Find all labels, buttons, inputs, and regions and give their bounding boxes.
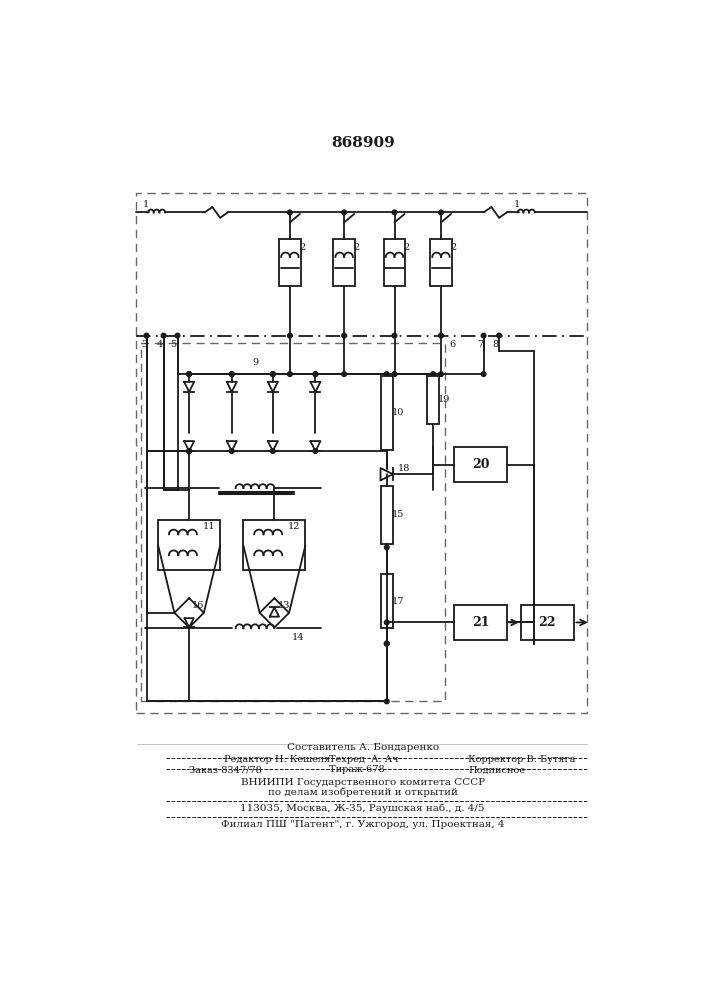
Bar [380,574,393,628]
Text: 16: 16 [192,601,204,610]
Text: 11: 11 [203,522,216,531]
Text: 9: 9 [252,358,258,367]
Text: Тираж 678: Тираж 678 [329,765,384,774]
Bar [521,605,573,640]
Text: 13: 13 [277,601,290,610]
Circle shape [341,210,346,215]
Circle shape [438,333,443,338]
Text: Редактор Н. Кешеля: Редактор Н. Кешеля [224,755,330,764]
Bar [333,239,355,286]
Circle shape [187,372,192,376]
Text: Корректор В. Бутяга: Корректор В. Бутяга [468,755,575,764]
Circle shape [341,333,346,338]
Circle shape [230,372,234,376]
Text: 21: 21 [472,616,489,629]
Text: 14: 14 [291,633,304,642]
Text: 18: 18 [397,464,410,473]
Text: 2: 2 [299,243,305,252]
Circle shape [288,372,292,376]
Text: Заказ 8347/78: Заказ 8347/78 [189,765,262,774]
Circle shape [271,449,275,453]
Circle shape [481,372,486,376]
Circle shape [288,333,292,338]
Bar [427,376,440,424]
Bar [454,447,507,482]
Circle shape [385,641,389,646]
Circle shape [230,372,234,376]
Circle shape [385,545,389,550]
Circle shape [271,372,275,376]
Bar [279,239,300,286]
Text: 19: 19 [438,395,450,404]
Bar [454,605,507,640]
Text: 8: 8 [492,340,498,349]
Text: 2: 2 [354,243,360,252]
Text: 2: 2 [450,243,457,252]
Circle shape [385,699,389,704]
Circle shape [385,620,389,625]
Circle shape [392,210,397,215]
Circle shape [313,372,317,376]
Text: 4: 4 [156,340,163,349]
Bar [430,239,452,286]
Circle shape [288,210,292,215]
Circle shape [230,449,234,453]
Text: 20: 20 [472,458,489,471]
Text: 17: 17 [392,597,404,606]
Circle shape [313,372,317,376]
Text: 1: 1 [143,200,149,209]
Circle shape [438,372,443,376]
Text: 868909: 868909 [331,136,395,150]
Bar [141,343,445,701]
Circle shape [438,210,443,215]
Text: 10: 10 [392,408,404,417]
Text: 22: 22 [539,616,556,629]
Circle shape [161,333,166,338]
Circle shape [144,333,149,338]
Circle shape [497,333,501,338]
Circle shape [385,372,389,376]
Text: 12: 12 [288,522,300,531]
Bar [380,376,393,450]
Text: 2: 2 [404,243,410,252]
Circle shape [385,641,389,646]
Circle shape [187,449,192,453]
Text: Подписное: Подписное [468,765,525,774]
Text: 3: 3 [141,340,147,349]
Circle shape [187,449,192,453]
Text: Филиал ПШ "Патент", г. Ужгород, ул. Проектная, 4: Филиал ПШ "Патент", г. Ужгород, ул. Прое… [221,820,505,829]
Text: 6: 6 [450,340,456,349]
Bar [136,193,588,713]
Text: 1: 1 [514,200,520,209]
Text: ВНИИПИ Государственного комитета СССР: ВНИИПИ Государственного комитета СССР [240,778,485,787]
Circle shape [481,333,486,338]
Circle shape [187,372,192,376]
Text: Техред  А. Ач: Техред А. Ач [329,755,398,764]
Bar [384,239,405,286]
Bar [158,520,220,570]
Text: 7: 7 [477,340,483,349]
Text: 5: 5 [170,340,177,349]
Text: 113035, Москва, Ж-35, Раушская наб., д. 4/5: 113035, Москва, Ж-35, Раушская наб., д. … [240,804,485,813]
Circle shape [392,372,397,376]
Text: 15: 15 [392,510,404,519]
Text: по делам изобретений и открытий: по делам изобретений и открытий [268,787,457,797]
Bar [243,520,305,570]
Text: Составитель А. Бондаренко: Составитель А. Бондаренко [286,743,439,752]
Circle shape [431,372,436,376]
Circle shape [392,333,397,338]
Circle shape [313,449,317,453]
Circle shape [341,372,346,376]
Circle shape [271,372,275,376]
Bar [380,486,393,544]
Circle shape [175,333,180,338]
